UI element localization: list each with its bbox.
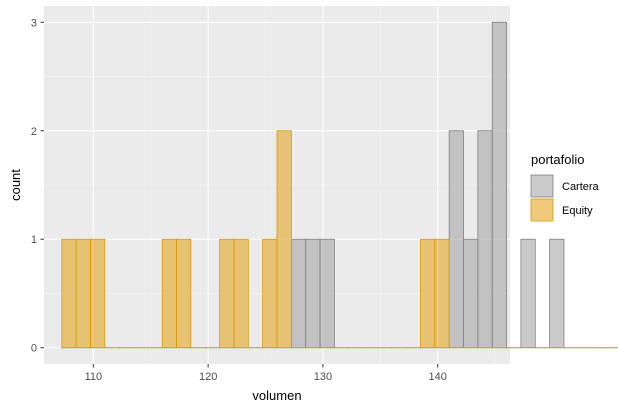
x-tick-label: 110 xyxy=(85,371,103,383)
y-tick-label: 2 xyxy=(31,126,37,138)
y-tick-label: 3 xyxy=(31,17,37,29)
bar-cartera xyxy=(319,238,335,349)
legend-swatch-cartera xyxy=(530,174,554,198)
legend: portafolio Cartera Equity xyxy=(530,152,600,222)
bar-equity xyxy=(434,238,450,349)
bar-cartera xyxy=(520,238,536,349)
bar-equity xyxy=(161,238,177,349)
bar-cartera xyxy=(549,238,565,349)
bar-cartera xyxy=(477,130,493,349)
bar-cartera xyxy=(290,238,307,349)
bar-equity xyxy=(262,238,278,349)
bar-cartera xyxy=(305,238,321,349)
bar-cartera xyxy=(448,130,464,349)
bar-equity xyxy=(61,238,77,349)
bar-equity xyxy=(276,130,292,349)
x-axis: 110 120 130 140 xyxy=(85,364,447,383)
x-tick-label: 130 xyxy=(314,371,332,383)
x-axis-title: volumen xyxy=(252,388,301,403)
legend-label-equity: Equity xyxy=(562,205,593,217)
bar-equity xyxy=(420,238,436,349)
y-tick-label: 1 xyxy=(31,234,37,246)
legend-title: portafolio xyxy=(531,152,584,167)
bar-cartera xyxy=(491,21,507,349)
bar-equity xyxy=(90,238,106,349)
series-equity-bars xyxy=(61,130,618,349)
y-tick-label: 0 xyxy=(31,343,37,355)
bar-equity xyxy=(75,238,91,349)
bar-equity xyxy=(219,238,235,349)
bar-equity xyxy=(176,238,192,349)
x-tick-label: 140 xyxy=(429,371,447,383)
legend-swatch-equity xyxy=(530,198,554,222)
legend-label-cartera: Cartera xyxy=(562,181,600,193)
bar-equity xyxy=(233,238,249,349)
bar-cartera xyxy=(463,238,479,349)
y-axis-title: count xyxy=(8,169,23,201)
y-axis: 0 1 2 3 xyxy=(31,17,44,355)
x-tick-label: 120 xyxy=(199,371,217,383)
